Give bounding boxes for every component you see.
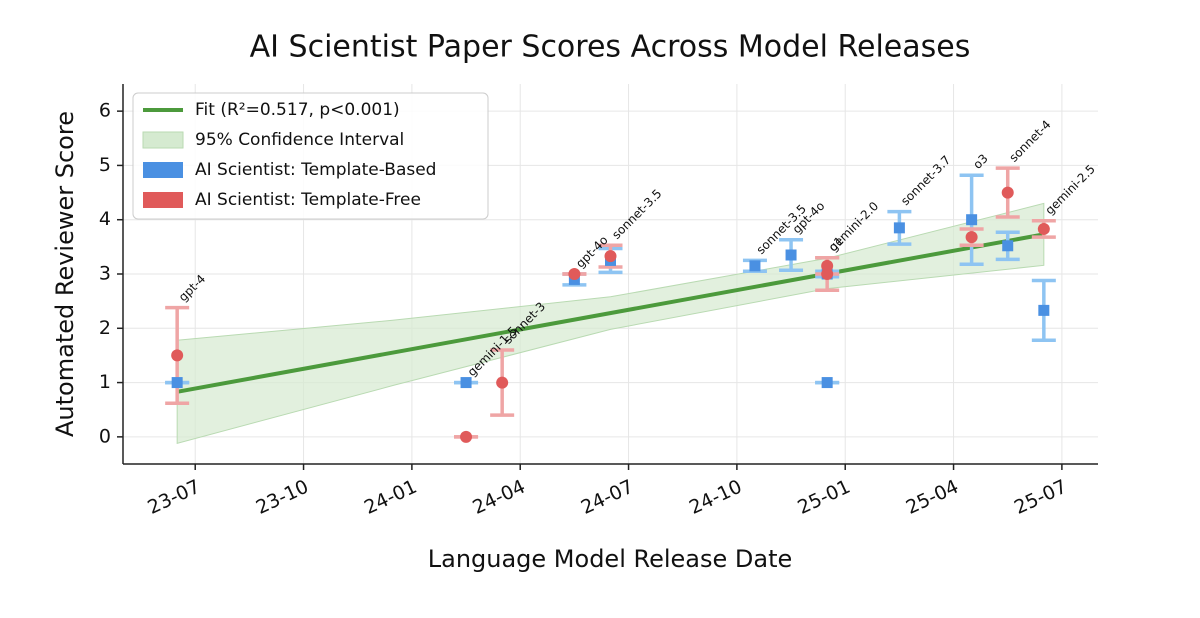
fit-line xyxy=(176,232,1045,394)
y-tick-label: 3 xyxy=(99,263,111,285)
legend-box xyxy=(132,92,489,220)
legend-swatch xyxy=(143,192,183,208)
x-tick-label: 23-07 xyxy=(144,476,203,519)
model-label: o3 xyxy=(970,151,990,171)
y-axis-label: Automated Reviewer Score xyxy=(51,111,79,437)
model-label: sonnet-4 xyxy=(1006,117,1053,164)
y-tick-label: 4 xyxy=(99,208,111,230)
model-label: gpt-4 xyxy=(176,272,208,304)
model-label: gemini-2.5 xyxy=(1043,162,1098,217)
x-tick-label: 24-01 xyxy=(361,476,420,519)
x-tick-label: 24-10 xyxy=(686,476,745,519)
y-tick-label: 5 xyxy=(99,154,111,176)
point xyxy=(1001,186,1014,199)
model-label: gemini-2.0 xyxy=(826,199,881,254)
point xyxy=(460,430,473,443)
point xyxy=(171,349,184,362)
y-tick-label: 2 xyxy=(99,317,111,339)
model-label: sonnet-3.7 xyxy=(898,153,953,208)
point xyxy=(1002,240,1014,252)
x-axis-label: Language Model Release Date xyxy=(428,545,793,573)
point xyxy=(821,259,834,272)
legend-swatch xyxy=(142,131,184,149)
x-tick-label: 25-01 xyxy=(794,476,853,519)
point xyxy=(965,231,978,244)
point xyxy=(171,377,183,389)
legend-label: 95% Confidence Interval xyxy=(195,130,404,150)
x-tick-label: 25-07 xyxy=(1011,476,1070,519)
point xyxy=(604,250,617,263)
x-tick-label: 25-04 xyxy=(903,476,962,519)
x-tick-label: 23-10 xyxy=(253,476,312,519)
chart-title: AI Scientist Paper Scores Across Model R… xyxy=(250,30,971,65)
point xyxy=(966,214,978,226)
point xyxy=(1037,222,1050,235)
y-tick-label: 0 xyxy=(99,425,111,447)
point xyxy=(460,377,472,389)
legend-label: AI Scientist: Template-Free xyxy=(195,190,421,210)
legend-swatch xyxy=(143,162,183,178)
legend-label: AI Scientist: Template-Based xyxy=(195,160,436,180)
point xyxy=(821,377,833,389)
point xyxy=(568,268,581,280)
legend-label: Fit (R²=0.517, p<0.001) xyxy=(195,100,400,120)
model-label: sonnet-3.5 xyxy=(609,186,664,241)
confidence-band xyxy=(176,202,1045,445)
point xyxy=(1038,304,1050,316)
point xyxy=(496,376,509,389)
y-tick-label: 1 xyxy=(99,371,111,393)
y-tick-label: 6 xyxy=(99,100,111,122)
point xyxy=(749,260,761,272)
x-tick-label: 24-04 xyxy=(469,476,528,519)
point xyxy=(893,222,905,234)
x-tick-label: 24-07 xyxy=(578,476,637,519)
point xyxy=(785,249,797,261)
